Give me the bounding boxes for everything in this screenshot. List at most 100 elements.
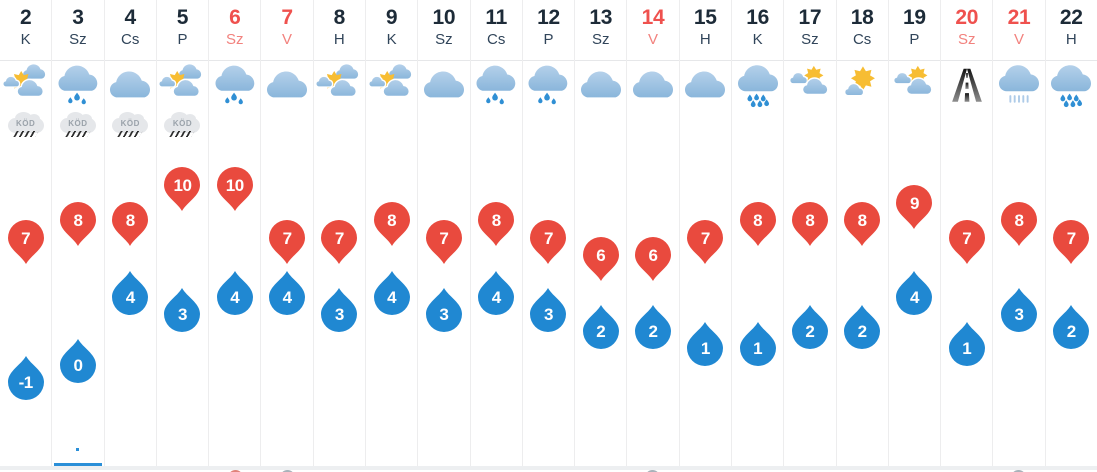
day-abbrev: P [543, 31, 554, 48]
day-column[interactable]: 7 V 7 4 [261, 0, 314, 472]
min-temp-marker: 1 [738, 320, 778, 368]
day-column[interactable]: 21 V 8 3 [993, 0, 1046, 472]
min-temp-drop-icon [635, 305, 672, 349]
fog-cloud-shape [164, 112, 201, 133]
min-temp-marker: 4 [110, 269, 150, 317]
max-temp-marker: 7 [6, 218, 46, 266]
max-temp-pin-icon [896, 185, 933, 229]
selected-day-underline[interactable] [54, 463, 102, 466]
max-temp-value: 7 [543, 229, 553, 248]
day-column[interactable]: 17 Sz 8 2 [784, 0, 837, 472]
min-temp-marker: 4 [267, 269, 307, 317]
min-temp-marker: 3 [319, 286, 359, 334]
weather-icon-sunny [839, 62, 885, 108]
min-temp-value: 3 [543, 305, 553, 324]
max-temp-pin-icon [321, 220, 358, 264]
day-number: 13 [589, 6, 613, 29]
day-column[interactable]: 10 Sz 7 3 [418, 0, 471, 472]
day-column[interactable]: 19 P 9 4 [888, 0, 942, 472]
day-abbrev: Sz [957, 31, 976, 48]
day-column[interactable]: 14 V 6 2 [627, 0, 680, 472]
weather-icon-drizzle [473, 62, 519, 108]
max-temp-marker: 8 [372, 200, 412, 248]
peek-icon [279, 470, 295, 472]
fog-cloud-shape [112, 112, 149, 133]
weather-icon-cloud [107, 62, 153, 108]
day-column[interactable]: 22 H 7 2 [1045, 0, 1097, 472]
max-temp-value: 10 [225, 176, 244, 195]
day-column[interactable]: 5 P KÖD 10 3 [156, 0, 210, 472]
day-number: 2 [19, 6, 32, 29]
max-temp-value: 10 [173, 176, 192, 195]
min-temp-drop-icon [269, 271, 306, 315]
day-column[interactable]: 2 K KÖD 7 -1 [0, 0, 53, 472]
day-column[interactable]: 9 K 8 4 [365, 0, 419, 472]
day-abbrev: Cs [852, 31, 872, 48]
max-temp-marker: 7 [424, 218, 464, 266]
max-temp-value: 8 [491, 211, 501, 230]
fog-cloud-shape [59, 112, 96, 133]
max-temp-pin-icon [478, 202, 515, 246]
day-column[interactable]: 13 Sz 6 2 [575, 0, 628, 472]
max-temp-marker: 8 [58, 200, 98, 248]
min-temp-value: 3 [1014, 305, 1024, 324]
max-temp-pin-icon [373, 202, 410, 246]
max-temp-value: 8 [753, 211, 763, 230]
day-column[interactable]: 4 Cs KÖD 8 4 [104, 0, 157, 472]
min-temp-marker: 3 [528, 286, 568, 334]
min-temp-drop-icon [1053, 305, 1090, 349]
weather-icon-cloud [421, 62, 467, 108]
day-header: 15 H [679, 0, 731, 61]
fog-hatch-marks [117, 131, 143, 137]
day-column[interactable]: 16 K 8 1 [731, 0, 785, 472]
peek-icon [227, 470, 243, 472]
min-temp-marker: 2 [790, 303, 830, 351]
max-temp-value: 8 [73, 211, 83, 230]
min-temp-drop-icon [739, 322, 776, 366]
min-temp-value: 1 [753, 339, 763, 358]
day-column[interactable]: 8 H 7 3 [313, 0, 366, 472]
max-temp-marker: 8 [110, 200, 150, 248]
min-temp-value: 4 [909, 288, 919, 307]
min-temp-drop-icon [112, 271, 149, 315]
fog-badge-label: KÖD [120, 119, 140, 128]
day-header: 2 K [0, 0, 52, 61]
min-temp-value: 3 [439, 305, 449, 324]
min-temp-marker: 1 [947, 320, 987, 368]
max-temp-marker: 7 [528, 218, 568, 266]
weather-icon-rain [1048, 62, 1094, 108]
day-column[interactable]: 6 Sz 10 4 [209, 0, 262, 472]
max-temp-value: 7 [21, 229, 31, 248]
fog-badge-icon: KÖD [6, 111, 46, 138]
min-temp-value: 2 [596, 322, 606, 341]
weather-icon-highway [944, 62, 990, 108]
day-header: 10 Sz [418, 0, 470, 61]
footer-separator-band [0, 466, 1097, 470]
day-column[interactable]: 3 Sz KÖD 8 0 [52, 0, 105, 472]
min-temp-drop-icon [425, 288, 462, 332]
day-column[interactable]: 15 H 7 1 [679, 0, 732, 472]
day-abbrev: K [752, 31, 763, 48]
day-column[interactable]: 18 Cs 8 2 [836, 0, 889, 472]
max-temp-pin-icon [1053, 220, 1090, 264]
day-column[interactable]: 12 P 7 3 [522, 0, 576, 472]
day-abbrev: Sz [801, 31, 819, 48]
weather-icon-showers [996, 62, 1042, 108]
max-temp-value: 8 [125, 211, 135, 230]
day-column[interactable]: 20 Sz 7 1 [941, 0, 994, 472]
max-temp-pin-icon [425, 220, 462, 264]
max-temp-marker: 7 [685, 218, 725, 266]
min-temp-value: 4 [282, 288, 292, 307]
max-temp-value: 8 [857, 211, 867, 230]
day-abbrev: H [333, 31, 345, 48]
max-temp-value: 7 [1066, 229, 1076, 248]
day-column[interactable]: 11 Cs 8 4 [470, 0, 523, 472]
fog-hatch-marks [12, 131, 39, 137]
max-temp-marker: 10 [162, 165, 202, 213]
min-temp-marker: 4 [215, 269, 255, 317]
max-temp-marker: 7 [1051, 218, 1091, 266]
max-temp-value: 8 [387, 211, 397, 230]
weather-icon-drizzle [212, 62, 258, 108]
max-temp-value: 6 [596, 246, 606, 265]
day-header: 12 P [522, 0, 575, 61]
